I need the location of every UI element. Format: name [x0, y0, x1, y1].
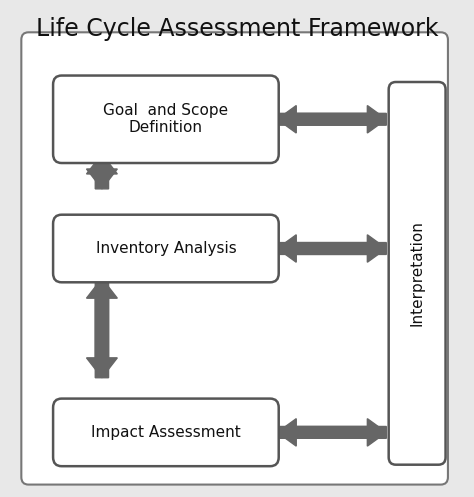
FancyArrow shape: [277, 418, 386, 446]
FancyArrow shape: [86, 278, 117, 378]
FancyBboxPatch shape: [53, 399, 279, 466]
FancyBboxPatch shape: [53, 215, 279, 282]
FancyArrow shape: [277, 235, 386, 262]
FancyArrow shape: [277, 235, 386, 262]
FancyBboxPatch shape: [21, 32, 448, 485]
FancyArrow shape: [86, 154, 117, 189]
FancyBboxPatch shape: [389, 82, 446, 465]
FancyArrow shape: [277, 105, 386, 133]
Text: Impact Assessment: Impact Assessment: [91, 425, 241, 440]
FancyArrow shape: [277, 105, 386, 133]
Text: Inventory Analysis: Inventory Analysis: [96, 241, 236, 256]
Text: Life Cycle Assessment Framework: Life Cycle Assessment Framework: [36, 17, 438, 41]
Text: Interpretation: Interpretation: [410, 220, 425, 327]
FancyBboxPatch shape: [53, 76, 279, 163]
Text: Goal  and Scope
Definition: Goal and Scope Definition: [103, 103, 228, 136]
FancyArrow shape: [277, 418, 386, 446]
FancyArrow shape: [86, 278, 117, 378]
FancyArrow shape: [86, 154, 117, 189]
